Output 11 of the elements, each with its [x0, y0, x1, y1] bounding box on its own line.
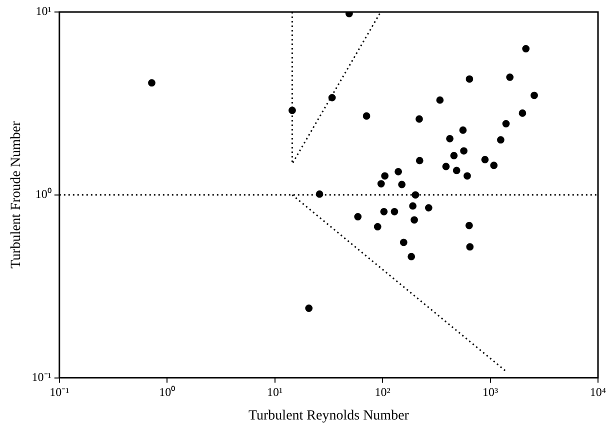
y-axis-title: Turbulent Froude Number: [9, 120, 24, 269]
y-tick-label: 10⁻¹: [32, 370, 52, 384]
x-tick-label: 10²: [374, 385, 391, 400]
x-tick-label: 10⁴: [590, 385, 606, 400]
y-tick-label: 10¹: [36, 4, 52, 18]
x-tick-label: 10⁰: [159, 385, 176, 400]
x-tick-label: 10³: [482, 385, 498, 400]
x-tick-label: 10¹: [267, 385, 284, 400]
x-tick-label: 10⁻¹: [50, 385, 70, 400]
y-tick-label: 10⁰: [35, 187, 52, 202]
x-axis-title: Turbulent Reynolds Number: [248, 408, 410, 424]
